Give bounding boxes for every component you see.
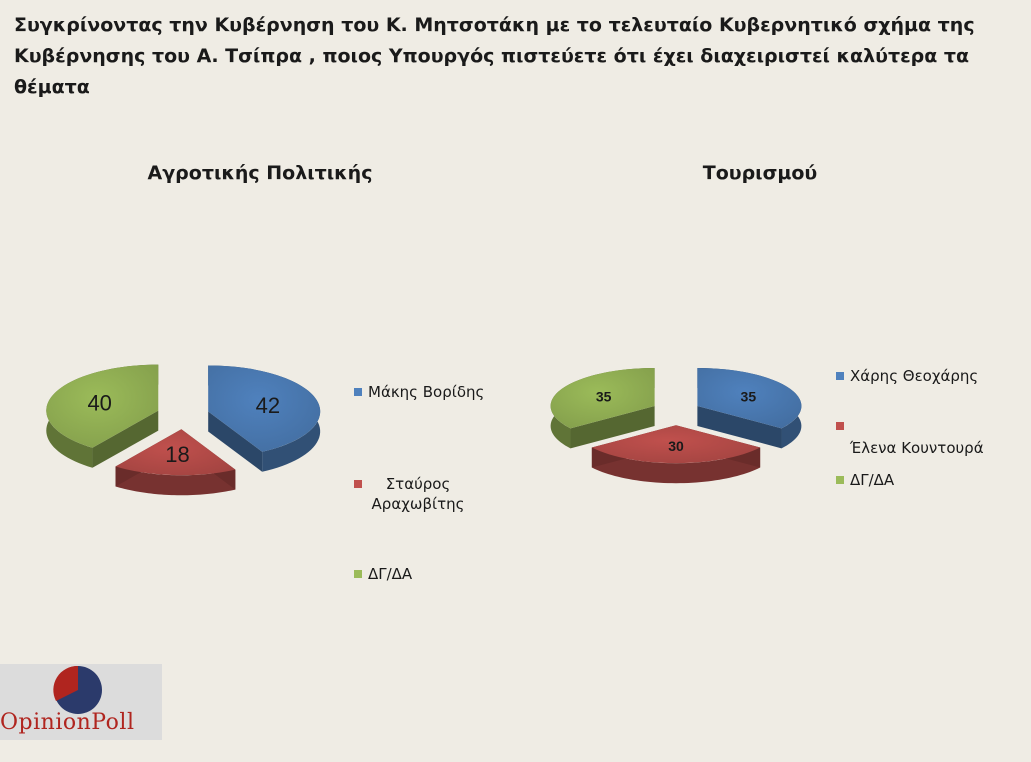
pie-slice [46, 364, 159, 468]
legend-item: ΔΓ/ΔΑ [354, 564, 412, 584]
slice-top [208, 365, 321, 452]
legend-item: Σταύρος Αραχωβίτης [354, 474, 474, 514]
pie-slice [697, 368, 802, 449]
legend-label: ΔΓ/ΔΑ [850, 471, 895, 489]
pie-slice [115, 429, 236, 496]
slice-wall [208, 411, 263, 472]
legend-label: ΔΓ/ΔΑ [368, 565, 413, 583]
slice-wall [697, 406, 782, 449]
pie-slice [208, 365, 321, 472]
slice-top [591, 425, 761, 464]
page-title: Συγκρίνοντας την Κυβέρνηση του Κ. Μητσοτ… [14, 14, 975, 98]
chart-title-tourism: Τουρισμού [702, 162, 818, 184]
legend-item: Έλενα Κουντουρά [836, 416, 984, 458]
pie-slice [550, 368, 655, 449]
legend-label: Έλενα Κουντουρά [850, 439, 984, 457]
data-label: 40 [87, 390, 111, 415]
opinionpoll-logo: OpinionPoll [0, 664, 162, 740]
legend-item: Χάρης Θεοχάρης [836, 366, 978, 386]
legend-label: Μάκης Βορίδης [368, 383, 485, 401]
legend-swatch-blue [354, 387, 362, 396]
legend-label: Χάρης Θεοχάρης [850, 367, 979, 385]
slice-top [115, 429, 236, 476]
pie-slice [591, 425, 761, 484]
data-label: 30 [668, 438, 684, 454]
slice-wall [92, 410, 159, 468]
slice-wall [570, 406, 655, 449]
legend-label: Σταύρος Αραχωβίτης [371, 475, 465, 513]
logo-text: OpinionPoll [0, 710, 135, 735]
slice-side [115, 466, 236, 496]
legend-item: ΔΓ/ΔΑ [836, 470, 894, 490]
legend-swatch-red [836, 421, 844, 430]
opinionpoll-logo-icon [53, 665, 102, 714]
legend-swatch-blue [836, 371, 844, 380]
slice-top [697, 368, 802, 429]
data-label: 35 [596, 388, 612, 404]
legend-swatch-green [836, 475, 844, 484]
slice-side [591, 447, 761, 484]
legend-swatch-red [354, 479, 362, 488]
legend-swatch-green [354, 569, 362, 578]
slice-top [46, 364, 159, 448]
data-label: 18 [165, 442, 189, 467]
data-label: 42 [256, 393, 280, 418]
data-label: 35 [741, 388, 757, 404]
chart-title-agriculture: Αγροτικής Πολιτικής [147, 162, 373, 184]
slice-top [550, 368, 655, 429]
legend-item: Μάκης Βορίδης [354, 382, 484, 402]
